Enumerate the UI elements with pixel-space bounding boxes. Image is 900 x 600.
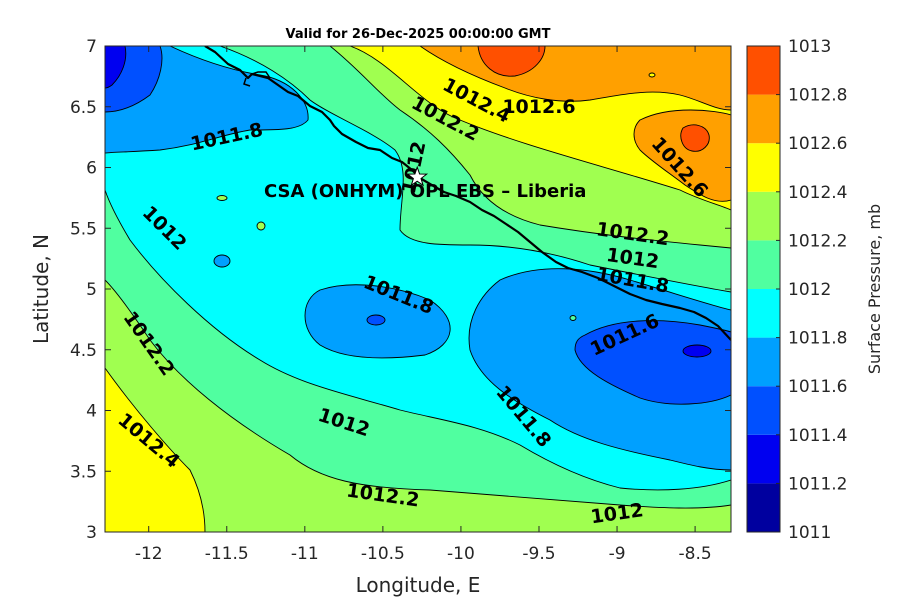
x-tick-label: -11 <box>291 544 319 564</box>
blob-small-6 <box>569 315 577 321</box>
map-plot-area <box>105 46 731 532</box>
y-tick-label: 3 <box>86 523 97 543</box>
x-tick-label: -9.5 <box>522 544 555 564</box>
y-tick-label: 4.5 <box>70 341 97 361</box>
colorbar-segment <box>747 46 780 95</box>
colorbar-segment <box>747 386 780 435</box>
band-fill-1012-8-east <box>680 124 710 152</box>
contour-label: 1012.6 <box>502 96 575 118</box>
contour-fill-layer <box>105 46 731 532</box>
x-tick-label: -11.5 <box>205 544 249 564</box>
colorbar-segment <box>747 483 780 532</box>
blob-small-4 <box>256 221 266 231</box>
blob-small-3 <box>682 344 712 358</box>
figure-title: Valid for 26-Dec-2025 00:00:00 GMT <box>286 27 551 42</box>
y-tick-label: 6.5 <box>70 98 97 118</box>
blob-small-2 <box>366 314 386 326</box>
colorbar-tick-label: 1011.4 <box>788 426 847 446</box>
colorbar-tick-label: 1011.8 <box>788 329 847 349</box>
colorbar-tick-label: 1011.2 <box>788 474 847 494</box>
y-tick-label: 5 <box>86 280 97 300</box>
colorbar-segment <box>747 94 780 144</box>
blob-small-5 <box>216 195 228 201</box>
site-annotation: CSA (ONHYM) OPL EBS – Liberia <box>264 165 586 202</box>
colorbar-tick-label: 1012.6 <box>788 134 847 154</box>
y-tick-label: 3.5 <box>70 462 97 482</box>
y-axis-label: Latitude, N <box>29 234 53 344</box>
y-axis-ticks: 3 3.5 4 4.5 5 5.5 6 6.5 7 <box>70 37 731 543</box>
star-icon <box>406 165 429 187</box>
y-tick-label: 6 <box>86 159 97 179</box>
band-fill-1012-8-north <box>477 46 546 77</box>
colorbar-tick-label: 1012.8 <box>788 86 847 106</box>
coastline-detail <box>243 71 271 87</box>
blob-small-1 <box>213 254 231 268</box>
colorbar: 1011 1011.2 1011.4 1011.6 1011.8 1012 1012.2 10… <box>746 37 847 543</box>
colorbar-label: Surface Pressure, mb <box>865 204 884 374</box>
colorbar-segment <box>747 434 780 484</box>
colorbar-tick-label: 1012 <box>788 280 831 300</box>
band-fill-1011-4-se <box>574 320 731 405</box>
colorbar-segment <box>747 143 780 192</box>
colorbar-tick-label: 1011.6 <box>788 377 847 397</box>
colorbar-segment <box>747 240 780 289</box>
colorbar-segment <box>747 289 780 338</box>
colorbar-tick-label: 1012.2 <box>788 231 847 251</box>
band-fill-1011-2-nw <box>105 46 127 89</box>
y-tick-label: 4 <box>86 402 97 422</box>
y-tick-label: 7 <box>86 37 97 57</box>
colorbar-segment <box>747 191 780 241</box>
colorbar-tick-label: 1011 <box>788 523 831 543</box>
x-tick-label: -10 <box>447 544 475 564</box>
colorbar-segment <box>747 337 780 387</box>
coastline <box>204 46 731 341</box>
x-axis-label: Longitude, E <box>356 573 481 597</box>
colorbar-tick-label: 1012.4 <box>788 183 847 203</box>
x-tick-label: -10.5 <box>361 544 405 564</box>
x-axis-ticks: -12 -11.5 -11 -10.5 -10 -9.5 -9 -8.5 <box>135 46 712 564</box>
x-tick-label: -9 <box>609 544 626 564</box>
site-label: CSA (ONHYM) OPL EBS – Liberia <box>264 181 586 202</box>
x-tick-label: -12 <box>135 544 163 564</box>
y-tick-label: 5.5 <box>70 219 97 239</box>
colorbar-tick-label: 1013 <box>788 37 831 57</box>
x-tick-label: -8.5 <box>679 544 712 564</box>
blob-small-7 <box>648 72 656 78</box>
